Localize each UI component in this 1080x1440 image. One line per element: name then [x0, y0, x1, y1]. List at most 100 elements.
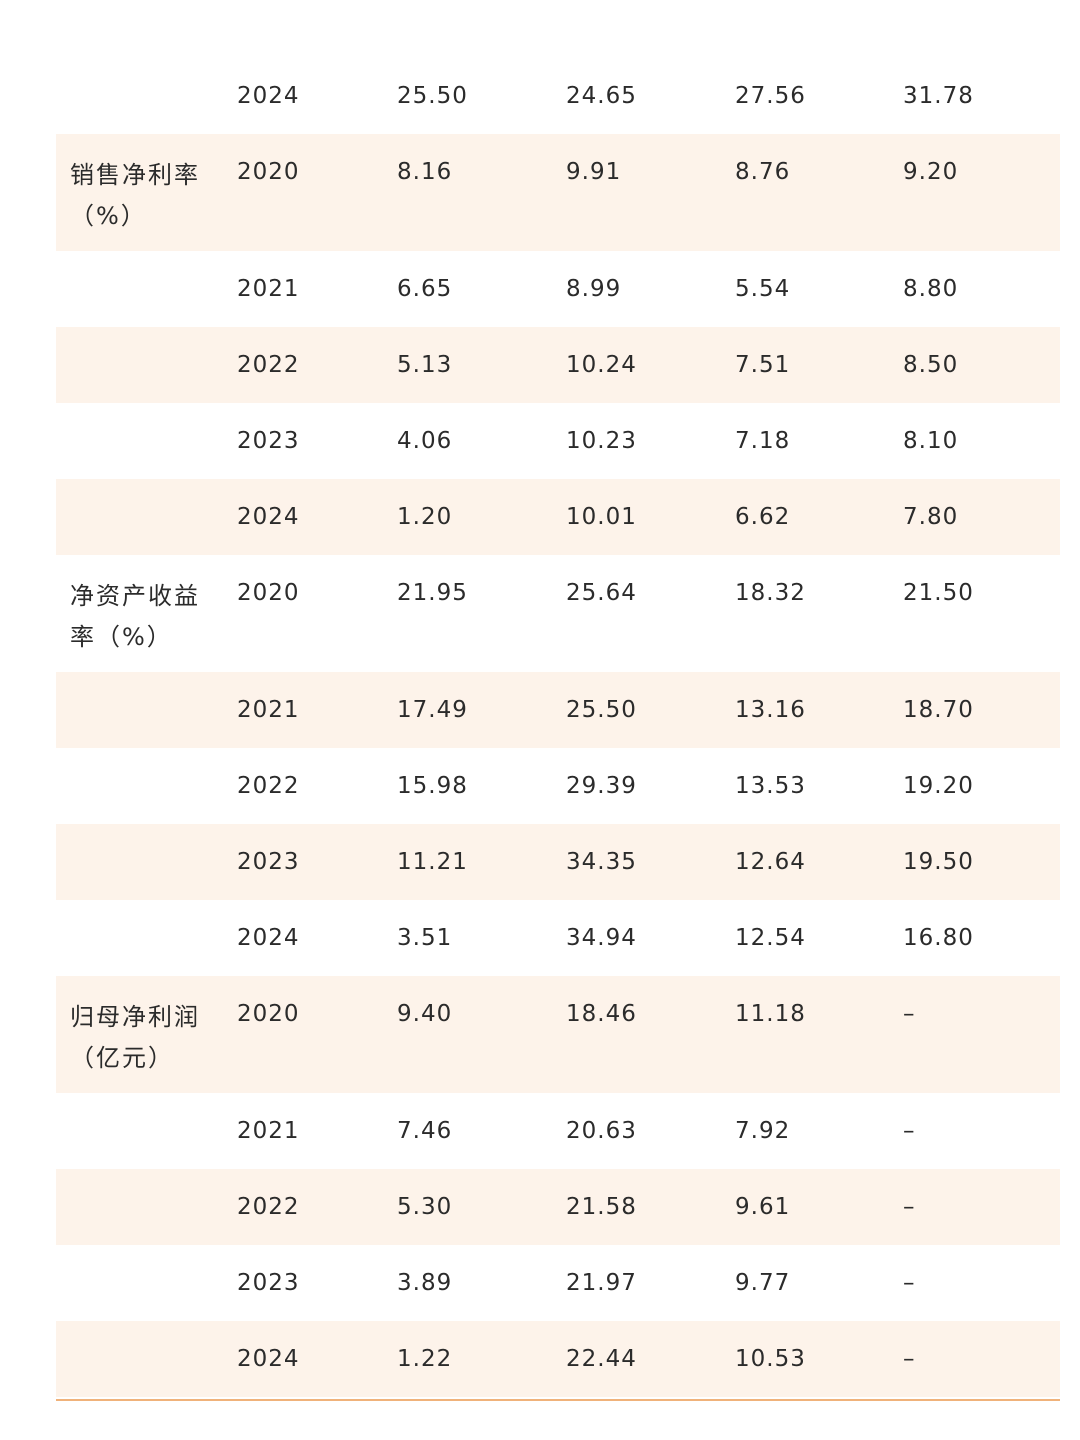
value-cell: 18.70	[903, 697, 974, 723]
value-cell: 29.39	[566, 773, 637, 799]
value-cell: 8.76	[735, 159, 791, 185]
value-cell: 24.65	[566, 83, 637, 109]
value-cell: 34.94	[566, 925, 637, 951]
value-cell: 5.54	[735, 276, 791, 302]
table-row: 2021 17.49 25.50 13.16 18.70	[56, 672, 1060, 748]
value-cell: 8.99	[566, 276, 622, 302]
value-cell: –	[903, 1346, 916, 1372]
year-cell: 2022	[237, 773, 300, 799]
table-row: 2023 11.21 34.35 12.64 19.50	[56, 824, 1060, 900]
table-row: 2022 5.30 21.58 9.61 –	[56, 1169, 1060, 1245]
value-cell: 25.50	[397, 83, 468, 109]
year-cell: 2024	[237, 504, 300, 530]
value-cell: 7.92	[735, 1118, 791, 1144]
value-cell: 18.32	[735, 580, 806, 606]
year-cell: 2021	[237, 697, 300, 723]
table-row: 归母净利润（亿元） 2020 9.40 18.46 11.18 –	[56, 976, 1060, 1093]
table-row: 2023 4.06 10.23 7.18 8.10	[56, 403, 1060, 479]
value-cell: 11.18	[735, 1001, 806, 1027]
table-row: 2024 25.50 24.65 27.56 31.78	[56, 58, 1060, 134]
value-cell: 10.24	[566, 352, 637, 378]
table-row: 2024 1.20 10.01 6.62 7.80	[56, 479, 1060, 555]
value-cell: 8.80	[903, 276, 959, 302]
table-row: 2024 1.22 22.44 10.53 –	[56, 1321, 1060, 1397]
financial-table: 2024 25.50 24.65 27.56 31.78 销售净利率（%） 20…	[56, 58, 1060, 1397]
table-row: 销售净利率（%） 2020 8.16 9.91 8.76 9.20	[56, 134, 1060, 251]
value-cell: –	[903, 1194, 916, 1220]
value-cell: 9.61	[735, 1194, 791, 1220]
value-cell: 6.62	[735, 504, 791, 530]
value-cell: –	[903, 1001, 916, 1027]
year-cell: 2024	[237, 1346, 300, 1372]
metric-label: 销售净利率（%）	[70, 161, 200, 230]
year-cell: 2021	[237, 276, 300, 302]
value-cell: –	[903, 1118, 916, 1144]
value-cell: 1.20	[397, 504, 453, 530]
value-cell: 1.22	[397, 1346, 453, 1372]
metric-label: 归母净利润（亿元）	[70, 1003, 200, 1072]
value-cell: 8.50	[903, 352, 959, 378]
year-cell: 2024	[237, 83, 300, 109]
value-cell: 7.80	[903, 504, 959, 530]
value-cell: 21.58	[566, 1194, 637, 1220]
value-cell: 11.21	[397, 849, 468, 875]
value-cell: 9.40	[397, 1001, 453, 1027]
value-cell: 7.51	[735, 352, 791, 378]
year-cell: 2020	[237, 580, 300, 606]
value-cell: 5.30	[397, 1194, 453, 1220]
metric-label: 净资产收益率（%）	[70, 582, 200, 651]
value-cell: 9.20	[903, 159, 959, 185]
value-cell: –	[903, 1270, 916, 1296]
value-cell: 9.91	[566, 159, 622, 185]
value-cell: 27.56	[735, 83, 806, 109]
value-cell: 25.64	[566, 580, 637, 606]
year-cell: 2024	[237, 925, 300, 951]
year-cell: 2023	[237, 428, 300, 454]
value-cell: 15.98	[397, 773, 468, 799]
value-cell: 13.53	[735, 773, 806, 799]
table-row: 2021 7.46 20.63 7.92 –	[56, 1093, 1060, 1169]
table-row: 净资产收益率（%） 2020 21.95 25.64 18.32 21.50	[56, 555, 1060, 672]
value-cell: 8.10	[903, 428, 959, 454]
value-cell: 22.44	[566, 1346, 637, 1372]
table-row: 2021 6.65 8.99 5.54 8.80	[56, 251, 1060, 327]
value-cell: 3.89	[397, 1270, 453, 1296]
value-cell: 10.01	[566, 504, 637, 530]
value-cell: 34.35	[566, 849, 637, 875]
value-cell: 8.16	[397, 159, 453, 185]
value-cell: 19.50	[903, 849, 974, 875]
value-cell: 10.53	[735, 1346, 806, 1372]
value-cell: 7.46	[397, 1118, 453, 1144]
year-cell: 2023	[237, 849, 300, 875]
year-cell: 2023	[237, 1270, 300, 1296]
value-cell: 6.65	[397, 276, 453, 302]
value-cell: 3.51	[397, 925, 453, 951]
value-cell: 18.46	[566, 1001, 637, 1027]
value-cell: 19.20	[903, 773, 974, 799]
value-cell: 17.49	[397, 697, 468, 723]
value-cell: 31.78	[903, 83, 974, 109]
value-cell: 7.18	[735, 428, 791, 454]
value-cell: 13.16	[735, 697, 806, 723]
value-cell: 10.23	[566, 428, 637, 454]
value-cell: 21.50	[903, 580, 974, 606]
year-cell: 2022	[237, 1194, 300, 1220]
value-cell: 21.95	[397, 580, 468, 606]
value-cell: 21.97	[566, 1270, 637, 1296]
table-row: 2024 3.51 34.94 12.54 16.80	[56, 900, 1060, 976]
value-cell: 12.54	[735, 925, 806, 951]
table-bottom-rule	[56, 1399, 1060, 1401]
value-cell: 5.13	[397, 352, 453, 378]
table-row: 2022 5.13 10.24 7.51 8.50	[56, 327, 1060, 403]
value-cell: 20.63	[566, 1118, 637, 1144]
year-cell: 2020	[237, 159, 300, 185]
value-cell: 12.64	[735, 849, 806, 875]
year-cell: 2020	[237, 1001, 300, 1027]
value-cell: 25.50	[566, 697, 637, 723]
table-row: 2022 15.98 29.39 13.53 19.20	[56, 748, 1060, 824]
year-cell: 2022	[237, 352, 300, 378]
value-cell: 16.80	[903, 925, 974, 951]
value-cell: 4.06	[397, 428, 453, 454]
year-cell: 2021	[237, 1118, 300, 1144]
value-cell: 9.77	[735, 1270, 791, 1296]
